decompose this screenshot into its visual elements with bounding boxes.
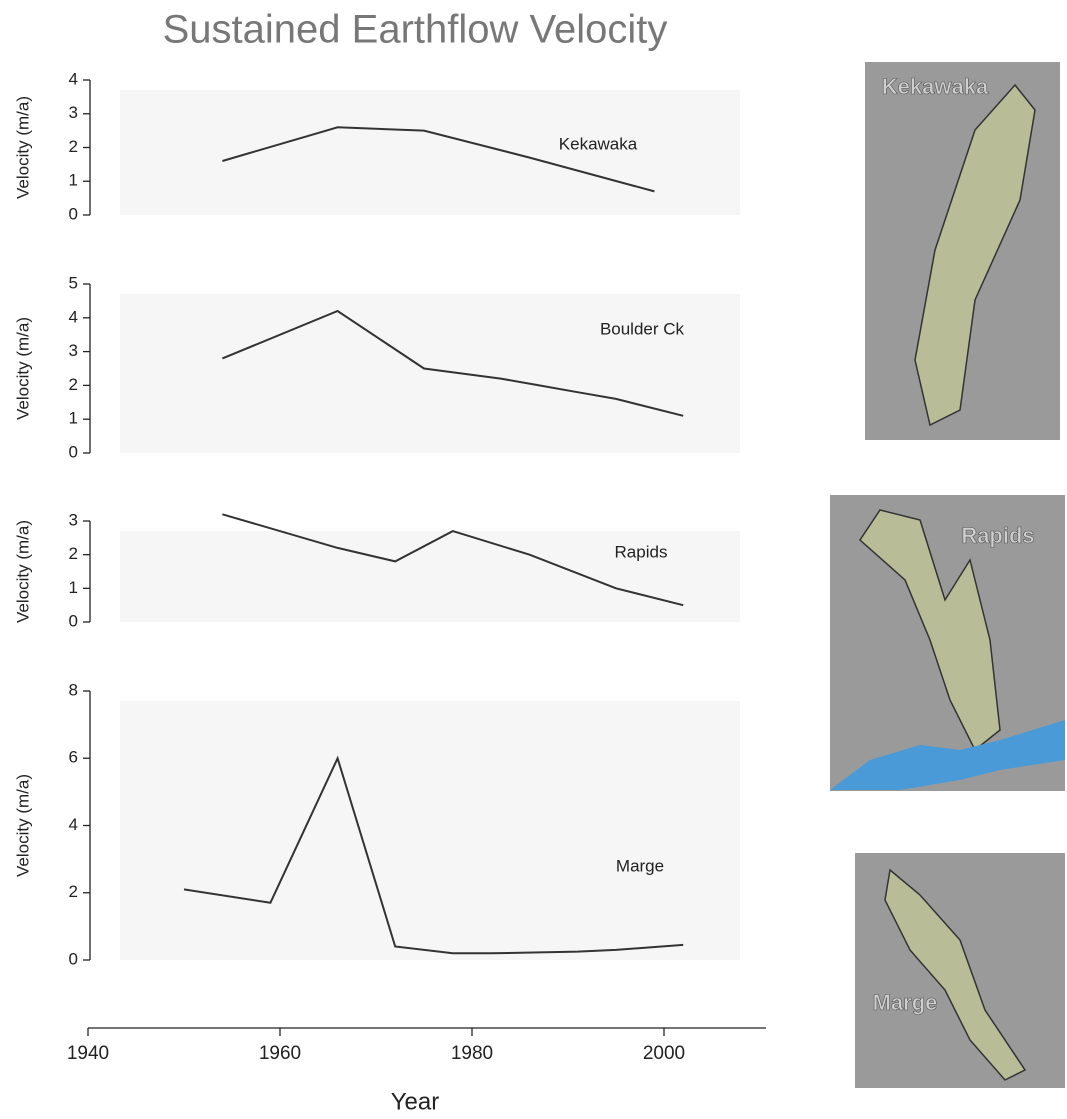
panel-label: Kekawaka — [559, 134, 638, 153]
y-axis-label: Velocity (m/a) — [13, 317, 32, 420]
x-tick-label: 1940 — [67, 1043, 109, 1064]
y-tick-label: 3 — [69, 510, 78, 529]
panel-shade — [120, 294, 740, 453]
panel-shade — [120, 701, 740, 960]
x-tick-label: 1960 — [259, 1043, 301, 1064]
y-tick-label: 3 — [69, 341, 78, 360]
y-tick-label: 2 — [69, 882, 78, 901]
y-axis-label: Velocity (m/a) — [13, 96, 32, 199]
y-tick-label: 1 — [69, 578, 78, 597]
y-tick-label: 1 — [69, 171, 78, 190]
y-tick-label: 4 — [69, 307, 78, 326]
y-tick-label: 2 — [69, 544, 78, 563]
y-tick-label: 0 — [69, 949, 78, 968]
y-tick-label: 3 — [69, 103, 78, 122]
y-tick-label: 4 — [69, 69, 78, 88]
y-tick-label: 6 — [69, 748, 78, 767]
chart-title: Sustained Earthflow Velocity — [163, 8, 668, 52]
y-tick-label: 0 — [69, 611, 78, 630]
y-axis-label: Velocity (m/a) — [13, 774, 32, 877]
y-axis-label: Velocity (m/a) — [13, 520, 32, 623]
map-label: Rapids — [961, 523, 1034, 548]
y-tick-label: 2 — [69, 137, 78, 156]
panel-shade — [120, 90, 740, 215]
map-label: Marge — [873, 990, 938, 1015]
y-tick-label: 1 — [69, 409, 78, 428]
map-label: Kekawaka — [882, 74, 989, 99]
y-tick-label: 0 — [69, 442, 78, 461]
chart: Sustained Earthflow Velocity 0 1 2 3 4 Veloci… — [0, 0, 1067, 1119]
y-tick-label: 4 — [69, 815, 78, 834]
panel-label: Marge — [616, 856, 664, 875]
y-tick-label: 5 — [69, 273, 78, 292]
y-tick-label: 0 — [69, 204, 78, 223]
panel-label: Rapids — [615, 542, 668, 561]
panel-label: Boulder Ck — [600, 319, 685, 338]
x-tick-label: 2000 — [643, 1043, 685, 1064]
y-tick-label: 2 — [69, 375, 78, 394]
x-tick-label: 1980 — [451, 1043, 493, 1064]
x-axis-label: Year — [391, 1088, 440, 1115]
y-tick-label: 8 — [69, 680, 78, 699]
